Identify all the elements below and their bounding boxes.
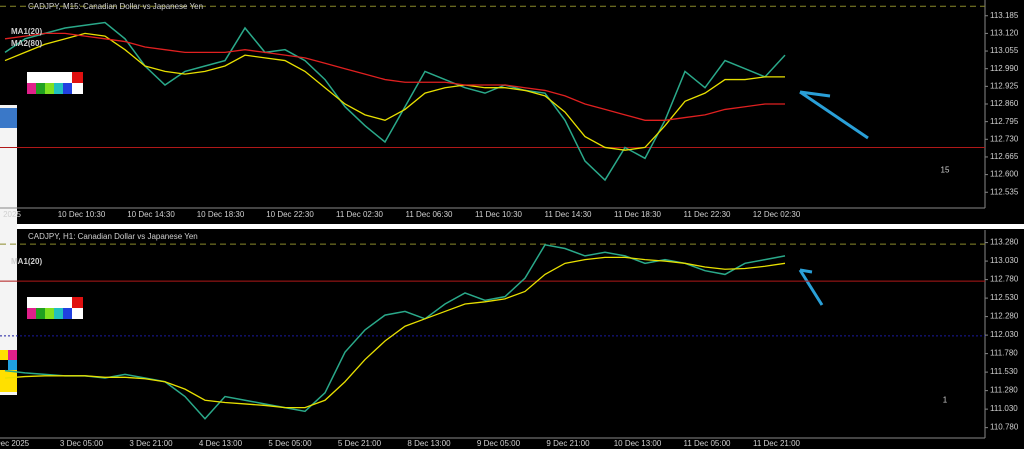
price-label: 112.780 — [990, 275, 1019, 284]
price-label: 113.030 — [990, 256, 1019, 265]
price-label: 113.280 — [990, 238, 1019, 247]
price-label: 112.795 — [990, 117, 1019, 126]
time-label: 5 Dec 21:00 — [338, 439, 382, 448]
time-label: 9 Dec 05:00 — [477, 439, 521, 448]
price-line — [4, 256, 786, 409]
indicator-label: MA1(20) — [11, 257, 42, 266]
indicator-label: MA1(20) — [11, 27, 42, 36]
time-label: 11 Dec 02:30 — [336, 210, 384, 219]
chart-title: CADJPY, M15: Canadian Dollar vs Japanese… — [28, 2, 203, 11]
price-label: 110.780 — [990, 423, 1019, 432]
price-line — [4, 32, 785, 121]
time-label: 11 Dec 22:30 — [684, 210, 732, 219]
time-label: 11 Dec 06:30 — [406, 210, 454, 219]
arrows — [798, 90, 869, 306]
price-line — [4, 243, 786, 420]
time-label: 3 Dec 21:00 — [129, 439, 173, 448]
time-label: 9 Dec 21:00 — [546, 439, 590, 448]
price-label: 113.120 — [990, 29, 1019, 38]
price-label: 112.280 — [990, 312, 1019, 321]
time-label: 8 Dec 13:00 — [407, 439, 451, 448]
price-label: 111.280 — [990, 386, 1018, 395]
toolbar — [0, 105, 17, 395]
time-label: Dec 2025 — [0, 439, 30, 448]
time-label: 4 Dec 13:00 — [199, 439, 243, 448]
time-label: 10 Dec 18:30 — [197, 210, 245, 219]
price-label: 112.730 — [990, 134, 1019, 143]
time-label: 3 Dec 05:00 — [60, 439, 104, 448]
time-label: 11 Dec 18:30 — [614, 210, 662, 219]
panel-separator — [0, 224, 1024, 229]
price-label: 112.030 — [990, 330, 1019, 339]
time-label: 10 Dec 22:30 — [266, 210, 314, 219]
chart-title: CADJPY, H1: Canadian Dollar vs Japanese … — [28, 232, 198, 241]
time-label: 5 Dec 05:00 — [268, 439, 312, 448]
price-label: 112.665 — [990, 152, 1019, 161]
price-line — [4, 21, 786, 182]
time-label: 10 Dec 10:30 — [58, 210, 106, 219]
time-label: 11 Dec 21:00 — [753, 439, 801, 448]
indicator-label: MA2(80) — [11, 39, 42, 48]
price-label: 112.600 — [990, 170, 1019, 179]
time-label: 11 Dec 05:00 — [684, 439, 732, 448]
time-label: 10 Dec 13:00 — [614, 439, 662, 448]
time-label: 11 Dec 10:30 — [475, 210, 523, 219]
annotation: 1 — [943, 396, 948, 405]
price-label: 111.780 — [990, 349, 1018, 358]
time-label: 10 Dec 14:30 — [127, 210, 175, 219]
time-label: 11 Dec 14:30 — [545, 210, 593, 219]
price-label: 112.860 — [990, 99, 1019, 108]
time-label: 2025 — [3, 210, 21, 219]
price-label: 112.990 — [990, 64, 1019, 73]
price-label: 112.530 — [990, 293, 1019, 302]
time-label: 12 Dec 02:30 — [753, 210, 801, 219]
price-label: 113.185 — [990, 11, 1019, 20]
price-label: 111.530 — [990, 367, 1018, 376]
palette[interactable] — [27, 72, 83, 319]
price-label: 111.030 — [990, 404, 1018, 413]
annotation: 15 — [941, 166, 950, 175]
price-label: 113.055 — [990, 46, 1019, 55]
price-label: 112.925 — [990, 81, 1019, 90]
price-label: 112.535 — [990, 187, 1019, 196]
price-line — [4, 32, 785, 151]
